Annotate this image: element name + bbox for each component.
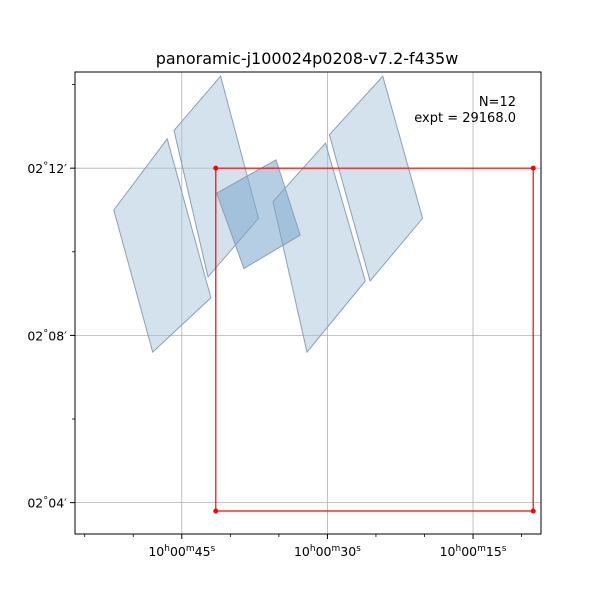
plot-frame — [74, 71, 542, 535]
region-vertex — [530, 508, 536, 514]
region-vertex — [213, 165, 219, 171]
x-tick-label: 10h00m15s — [440, 544, 507, 559]
x-tick-label: 10h00m45s — [148, 544, 215, 559]
footprint-chip-3 — [272, 142, 366, 354]
region-vertex — [530, 165, 536, 171]
footprint-chip-4 — [328, 75, 424, 283]
footprint-chip-1 — [113, 137, 212, 354]
chart-title: panoramic-j100024p0208-v7.2-f435w — [156, 49, 459, 68]
region — [213, 165, 536, 514]
count-annotation: N=12 — [479, 95, 516, 110]
footprint-overlap — [216, 159, 301, 270]
y-tick-label: 02°08′ — [27, 328, 67, 343]
x-tick-label: 10h00m30s — [294, 544, 361, 559]
y-tick-label: 02°04′ — [27, 496, 67, 511]
axis-ticks: 10h00m45s 10h00m30s 10h00m15s 02°12′ 02°08′ 0… — [27, 84, 522, 559]
exposure-annotation: expt = 29168.0 — [414, 111, 516, 126]
region-vertex — [213, 508, 219, 514]
y-tick-label: 02°12′ — [27, 161, 67, 176]
